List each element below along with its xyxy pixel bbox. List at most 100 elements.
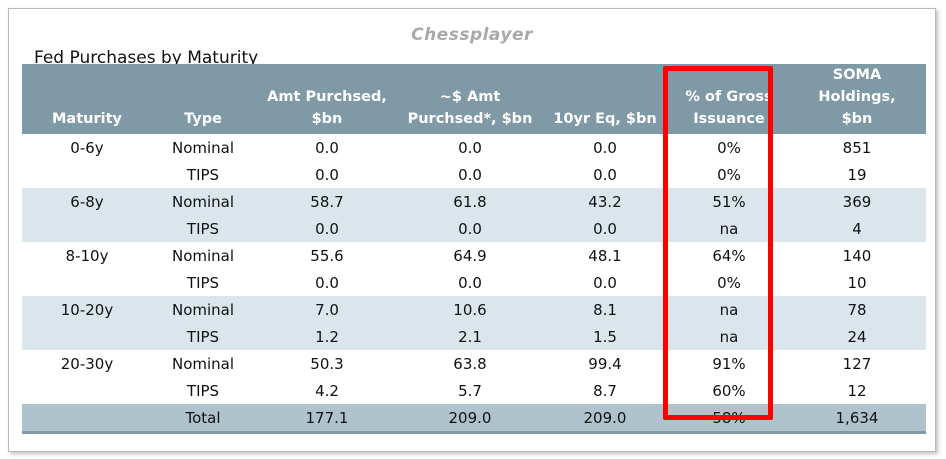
cell-amt: 55.6 xyxy=(310,246,344,265)
cell-type: Total xyxy=(152,404,254,434)
cell-eq: 0.0 xyxy=(593,273,617,292)
cell-maturity xyxy=(22,161,152,188)
cell-gross: 0% xyxy=(717,273,741,292)
header-eq-label: 10yr Eq, $bn xyxy=(553,111,657,127)
cell-amt: 0.0 xyxy=(315,138,339,157)
cell-approx: 209.0 xyxy=(400,404,540,434)
table-row: 20-30y Nominal 50.3 63.8 99.4 91% 127 xyxy=(22,350,926,377)
cell-soma: 78 xyxy=(788,296,926,323)
cell-maturity xyxy=(22,377,152,404)
cell-type: TIPS xyxy=(152,215,254,242)
table-row: TIPS 1.2 2.1 1.5 na 24 xyxy=(22,323,926,350)
cell-gross: 0% xyxy=(717,165,741,184)
cell-approx: 0.0 xyxy=(458,273,482,292)
cell-maturity xyxy=(22,404,152,434)
cell-maturity: 8-10y xyxy=(65,246,109,265)
cell-type: TIPS xyxy=(152,323,254,350)
table-row: TIPS 0.0 0.0 0.0 0% 10 xyxy=(22,269,926,296)
cell-amt: 1.2 xyxy=(254,323,400,350)
cell-eq: 8.7 xyxy=(593,381,617,400)
cell-soma: 1,634 xyxy=(788,404,926,434)
cell-maturity xyxy=(22,323,152,350)
cell-gross: 64% xyxy=(712,246,746,265)
purchases-table: Maturity Type Amt Purchsed, $bn ~$ Amt Pur… xyxy=(22,64,926,434)
cell-eq: 48.1 xyxy=(588,246,622,265)
cell-gross: 60% xyxy=(712,381,746,400)
cell-type: Nominal xyxy=(152,188,254,215)
cell-maturity: 0-6y xyxy=(70,138,104,157)
cell-amt: 58.7 xyxy=(254,188,400,215)
cell-soma: 127 xyxy=(842,354,872,373)
cell-maturity: 6-8y xyxy=(22,188,152,215)
cell-amt: 0.0 xyxy=(315,273,339,292)
header-amt-line1: Amt Purchsed, xyxy=(267,89,387,105)
cell-eq: 99.4 xyxy=(588,354,622,373)
total-row: Total 177.1 209.0 209.0 58% 1,634 xyxy=(22,404,926,434)
cell-approx: 5.7 xyxy=(458,381,482,400)
cell-type: Nominal xyxy=(171,138,235,157)
cell-type: TIPS xyxy=(186,381,220,400)
header-approx-line2: Purchsed*, $bn xyxy=(407,111,533,127)
table-row: TIPS 0.0 0.0 0.0 na 4 xyxy=(22,215,926,242)
cell-type: TIPS xyxy=(186,273,220,292)
header-maturity: Maturity xyxy=(22,64,152,134)
cell-eq: 0.0 xyxy=(540,215,670,242)
cell-approx: 10.6 xyxy=(400,296,540,323)
cell-maturity xyxy=(22,215,152,242)
table-row: 10-20y Nominal 7.0 10.6 8.1 na 78 xyxy=(22,296,926,323)
table-row: TIPS 0.0 0.0 0.0 0% 19 xyxy=(22,161,926,188)
cell-soma: 140 xyxy=(842,246,872,265)
cell-approx: 61.8 xyxy=(400,188,540,215)
cell-eq: 43.2 xyxy=(540,188,670,215)
watermark: Chessplayer xyxy=(411,25,533,45)
cell-approx: 0.0 xyxy=(458,165,482,184)
header-approx-amt: ~$ Amt Purchsed*, $bn xyxy=(400,64,540,134)
cell-eq: 1.5 xyxy=(540,323,670,350)
header-10yr-eq: 10yr Eq, $bn xyxy=(540,64,670,134)
cell-type: Nominal xyxy=(171,354,235,373)
cell-type: Nominal xyxy=(171,246,235,265)
header-amt-line2: $bn xyxy=(311,111,343,127)
cell-approx: 2.1 xyxy=(400,323,540,350)
cell-amt: 4.2 xyxy=(315,381,339,400)
header-soma-line1: SOMA Holdings, xyxy=(818,67,896,105)
cell-gross: 91% xyxy=(712,354,746,373)
cell-maturity: 20-30y xyxy=(60,354,114,373)
cell-amt: 177.1 xyxy=(254,404,400,434)
cell-soma: 851 xyxy=(842,138,872,157)
header-type-label: Type xyxy=(184,111,222,127)
header-approx-line1: ~$ Amt xyxy=(439,89,501,105)
header-maturity-label: Maturity xyxy=(52,111,122,127)
cell-maturity: 10-20y xyxy=(22,296,152,323)
header-row: Maturity Type Amt Purchsed, $bn ~$ Amt Pur… xyxy=(22,64,926,134)
cell-approx: 63.8 xyxy=(453,354,487,373)
cell-amt: 7.0 xyxy=(254,296,400,323)
cell-approx: 0.0 xyxy=(458,138,482,157)
table-title: Fed Purchases by Maturity xyxy=(34,48,259,68)
cell-eq: 0.0 xyxy=(593,138,617,157)
cell-approx: 0.0 xyxy=(400,215,540,242)
cell-soma: 24 xyxy=(788,323,926,350)
cell-approx: 64.9 xyxy=(453,246,487,265)
cell-soma: 12 xyxy=(847,381,867,400)
cell-type: Nominal xyxy=(152,296,254,323)
cell-type: TIPS xyxy=(186,165,220,184)
table-row: 0-6y Nominal 0.0 0.0 0.0 0% 851 xyxy=(22,134,926,161)
cell-gross: 0% xyxy=(717,138,741,157)
table-row: TIPS 4.2 5.7 8.7 60% 12 xyxy=(22,377,926,404)
cell-soma: 19 xyxy=(847,165,867,184)
header-type: Type xyxy=(152,64,254,134)
cell-maturity xyxy=(22,269,152,296)
table-row: 8-10y Nominal 55.6 64.9 48.1 64% 140 xyxy=(22,242,926,269)
header-amt-purchased: Amt Purchsed, $bn xyxy=(254,64,400,134)
cell-eq: 8.1 xyxy=(540,296,670,323)
table-row: 6-8y Nominal 58.7 61.8 43.2 51% 369 xyxy=(22,188,926,215)
header-gross-line2: Issuance xyxy=(693,111,765,127)
cell-eq: 0.0 xyxy=(593,165,617,184)
cell-amt: 50.3 xyxy=(310,354,344,373)
header-gross-line1: % of Gross xyxy=(685,89,773,105)
cell-amt: 0.0 xyxy=(315,165,339,184)
cell-amt: 0.0 xyxy=(254,215,400,242)
header-soma-holdings: SOMA Holdings, $bn xyxy=(788,64,926,134)
cell-eq: 209.0 xyxy=(540,404,670,434)
